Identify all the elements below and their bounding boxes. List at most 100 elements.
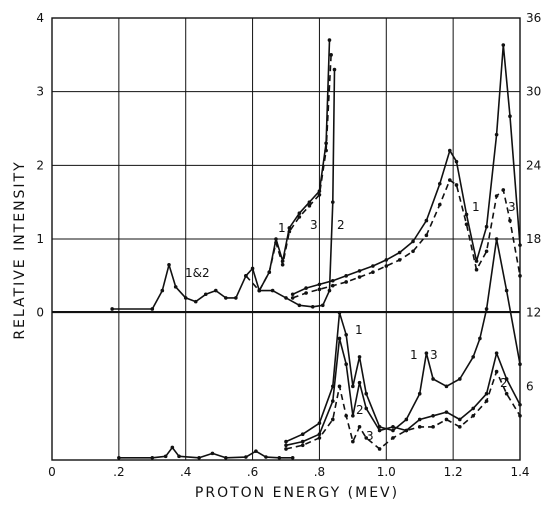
lower-series-1-point [458, 377, 462, 381]
lower-series-3-point [210, 451, 215, 456]
lower-series-1-point [284, 439, 288, 444]
lower-series-1-point [300, 432, 305, 437]
lower-series-3-point [264, 455, 268, 459]
lower-series-3-point [377, 447, 382, 451]
upper-series-3-point [344, 280, 348, 284]
x-tick-label: 1.0 [377, 465, 396, 479]
upper-series-1-point [317, 282, 322, 287]
lower-series-2-point [391, 425, 395, 429]
y-left-tick-label: 4 [36, 11, 44, 25]
upper-series-1-point [448, 148, 452, 153]
upper-series-1-point [357, 269, 362, 273]
upper-series-1-point [344, 274, 348, 278]
lower-series-1-point [518, 362, 522, 367]
low-energy-series-1-point [234, 296, 238, 300]
lower-series-3-point [417, 425, 422, 429]
low-energy-series-1-point [297, 211, 302, 216]
lower-series-3-point [224, 455, 228, 460]
label-lower-curve-3-b: 3 [430, 348, 438, 362]
lower-series-3-point [484, 399, 489, 403]
low-energy-series-3-point [274, 240, 278, 245]
lower-series-1-point [404, 417, 409, 422]
y-right-tick-label: 36 [526, 11, 541, 25]
low-energy-series-3-point [307, 204, 312, 208]
lower-series-3-point [431, 425, 435, 429]
lower-series-3-point [404, 428, 409, 433]
lower-series-2-line [285, 337, 521, 447]
label-upper-curve-1: 1 [278, 221, 286, 235]
low-energy-series-3-point [297, 215, 302, 219]
lower-series-2-point [504, 377, 509, 381]
upper-series-3-point [474, 267, 479, 272]
upper-series-3-point [484, 249, 489, 254]
upper-series-1-point [384, 258, 389, 262]
lower-series-1-point [431, 377, 435, 381]
upper-series-3-point [494, 194, 499, 198]
upper-series-1-line [292, 44, 521, 296]
low-energy-series-3-point [267, 270, 272, 274]
upper-series-3-point [304, 291, 308, 295]
label-peak-curve-1: 1 [472, 200, 480, 214]
low-energy-series-3-point [317, 193, 322, 197]
lower-series-2-point [431, 414, 435, 418]
label-lower-curve-1-a: 1 [355, 323, 363, 337]
upper-series-3-point [424, 233, 429, 238]
lower-series-3-point [177, 454, 181, 459]
lower-series-1-point [337, 310, 342, 315]
low-energy-series-3-point [280, 262, 285, 267]
lower-series-1-line [285, 238, 521, 443]
lower-series-2-point [364, 406, 369, 411]
upper-series-3-point [454, 183, 459, 187]
lower-series-3-point [458, 425, 462, 429]
upper-series-3-point [464, 222, 469, 227]
lower-series-1-point [504, 288, 509, 293]
low-energy-series-1-point [167, 262, 171, 267]
lower-series-3-point [351, 439, 355, 444]
y-right-tick-label: 24 [526, 158, 541, 172]
low-energy-series-1-point [183, 296, 188, 300]
upper-series-3-point [501, 188, 506, 192]
low-energy-series-1-point [110, 307, 114, 311]
upper-series-1-point [464, 212, 469, 217]
lower-series-3-point [391, 436, 395, 440]
upper-series-3-point [437, 202, 442, 207]
series-layer [110, 38, 522, 460]
upper-series-1-point [371, 264, 375, 268]
lower-series-1-point [317, 421, 322, 425]
lower-series-2-point [351, 414, 355, 418]
upper-series-3-point [371, 270, 375, 274]
lower-series-2-point [284, 443, 288, 448]
lower-series-1-point [417, 391, 422, 396]
lower-series-3-point [277, 455, 282, 460]
lower-series-3-point [300, 443, 305, 448]
upper-series-1-point [474, 259, 479, 263]
lower-series-3-point [244, 455, 248, 459]
lower-series-3-point [150, 455, 155, 460]
lower-series-3-point [170, 445, 175, 450]
lower-series-3-point [317, 436, 322, 440]
lower-series-3-point [117, 455, 121, 460]
lower-series-1-point [344, 332, 348, 337]
low-energy-series-1-point [324, 141, 328, 146]
low-energy-series-1-point [160, 288, 165, 293]
lower-series-3-point [504, 391, 509, 396]
upper-series-3-point [411, 249, 415, 254]
lower-series-1-point [424, 351, 429, 355]
low-energy-series-2-point [284, 296, 288, 300]
lower-series-1-point [484, 307, 489, 311]
low-energy-series-2-point [327, 288, 332, 293]
y-left-tick-label: 2 [36, 158, 44, 172]
lower-series-1-point [391, 428, 395, 433]
lower-series-1-point [494, 237, 499, 241]
y-right-tick-label: 6 [526, 379, 534, 393]
low-energy-series-1-line [112, 40, 331, 310]
low-energy-series-1-point [193, 299, 198, 304]
upper-series-1-point [290, 292, 295, 297]
low-energy-series-2-point [320, 303, 325, 308]
lower-series-1-point [357, 355, 362, 359]
lower-series-2-point [331, 399, 335, 403]
lower-series-2-point [344, 362, 348, 367]
